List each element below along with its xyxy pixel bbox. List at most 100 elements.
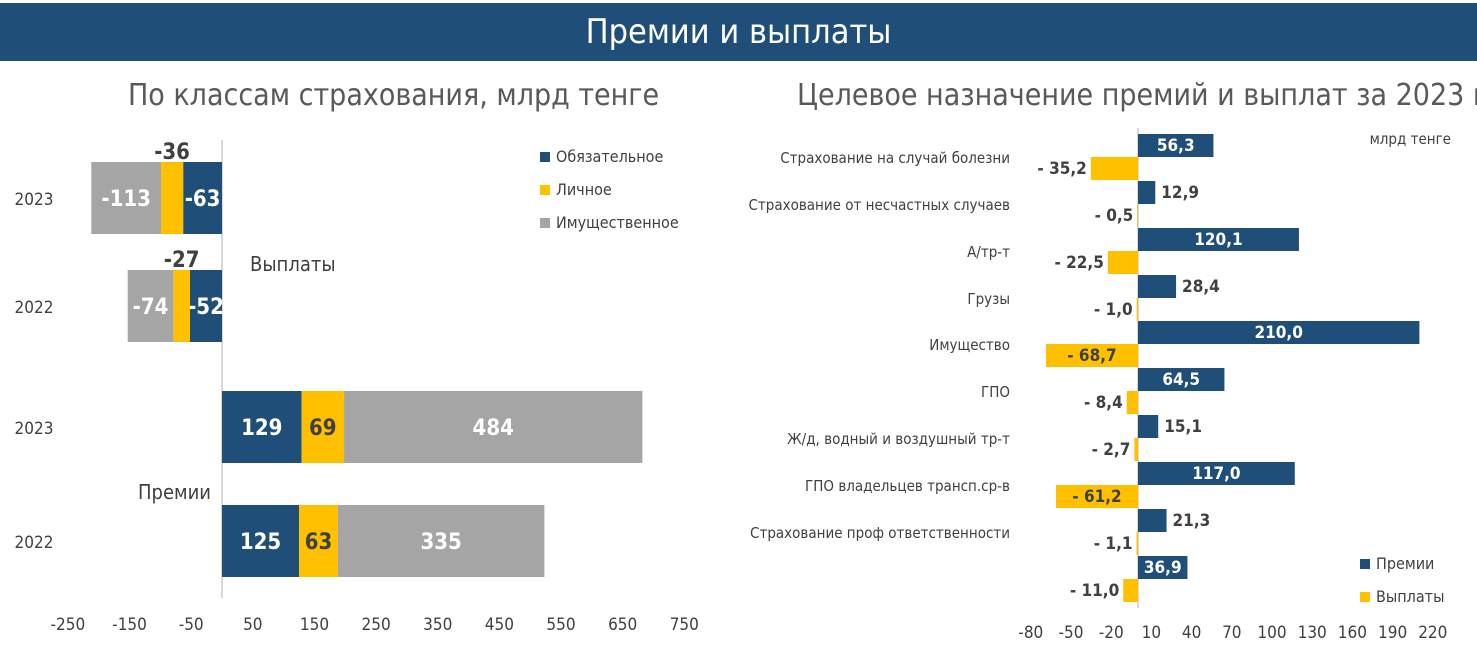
chart2-bar-payout xyxy=(1136,298,1138,321)
chart2-data-label-premium: 120,1 xyxy=(1194,230,1242,250)
chart2-bar-payout xyxy=(1090,157,1138,180)
chart2-title: Целевое назначение премий и выплат за 20… xyxy=(797,78,1477,113)
chart2-data-label-payout: - 22,5 xyxy=(1054,253,1103,273)
chart1-legend-label: Имущественное xyxy=(556,213,679,232)
chart1-bar-Обязательное xyxy=(183,162,222,234)
chart1-x-tick: 350 xyxy=(423,615,452,635)
chart1-bar-Обязательное xyxy=(189,270,222,342)
chart2-category-label: ГПО владельцев трансп.ср-в xyxy=(805,477,1010,495)
chart2-bar-payout xyxy=(1107,251,1138,274)
chart2-category-label: А/тр-т xyxy=(967,243,1010,261)
chart2-category-label: Страхование проф ответственности xyxy=(750,524,1010,542)
chart2-data-label-payout: - 1,1 xyxy=(1094,534,1133,554)
chart1-bar-Личное xyxy=(299,505,338,577)
chart1-x-tick: -50 xyxy=(179,615,204,635)
chart2-category-label: Имущество xyxy=(929,336,1010,354)
chart1-bar-Обязательное xyxy=(222,505,300,577)
chart1-bar-Личное xyxy=(160,162,184,234)
chart2-bar-premium xyxy=(1138,134,1214,157)
chart2-bar-premium xyxy=(1138,462,1295,485)
chart2-x-tick: 40 xyxy=(1182,623,1201,643)
chart2-bar-premium xyxy=(1138,556,1188,579)
chart2-unit-label: млрд тенге xyxy=(1370,130,1451,148)
chart1-x-tick: 150 xyxy=(300,615,329,635)
chart2-bar-payout xyxy=(1045,344,1138,367)
chart2-data-label-premium: 210,0 xyxy=(1255,323,1303,343)
chart1-data-label: -113 xyxy=(101,187,151,212)
chart1-data-label: -63 xyxy=(185,187,221,212)
chart2-category-label: Страхование на случай болезни xyxy=(780,149,1010,167)
chart1-group-label-payouts: Выплаты xyxy=(250,252,336,276)
title-banner xyxy=(0,3,1477,61)
chart1-data-label: 484 xyxy=(473,416,514,441)
chart2-data-label-premium: 28,4 xyxy=(1182,277,1220,297)
chart1-bar-Имущественное xyxy=(91,162,161,234)
chart2-category-label: Страхование от несчастных случаев xyxy=(748,196,1010,214)
chart2-legend-swatch xyxy=(1360,592,1370,602)
chart1-x-tick: 750 xyxy=(670,615,699,635)
chart2-bar-premium xyxy=(1138,509,1167,532)
chart2-data-label-payout: - 8,4 xyxy=(1084,393,1123,413)
chart2-legend-label: Премии xyxy=(1376,554,1434,573)
chart1-title: По классам страхования, млрд тенге xyxy=(128,78,660,113)
chart2-bar-payout xyxy=(1136,532,1138,555)
chart2-category-label: Грузы xyxy=(967,290,1010,308)
chart2-bar-premium xyxy=(1138,368,1225,391)
chart2-x-tick: -20 xyxy=(1099,623,1124,643)
chart2-data-label-premium: 56,3 xyxy=(1157,136,1195,156)
chart1-data-label: 335 xyxy=(420,530,461,555)
chart1-x-tick: 650 xyxy=(608,615,637,635)
chart1-bar-Имущественное xyxy=(337,505,545,577)
chart2-bar-payout xyxy=(1055,485,1138,508)
chart2-data-label-payout: - 11,0 xyxy=(1070,581,1119,601)
chart2-bar-payout xyxy=(1137,204,1138,227)
chart1-x-tick: 250 xyxy=(362,615,391,635)
chart2-data-label-premium: 12,9 xyxy=(1161,183,1199,203)
chart1-x-tick: 550 xyxy=(546,615,575,635)
chart1-bar-Имущественное xyxy=(127,270,174,342)
chart1-x-tick: 50 xyxy=(243,615,262,635)
chart2-bar-premium xyxy=(1138,415,1159,438)
chart2-category-label: Ж/д, водный и воздушный тр-т xyxy=(787,430,1010,448)
chart2-bar-premium xyxy=(1138,228,1299,251)
chart2-data-label-premium: 36,9 xyxy=(1144,558,1182,578)
insurance-class-chart: 2023 -63 -36-113 2022 -52 -27 -74 2023 129 69 484 2… xyxy=(15,140,699,635)
chart2-data-label-payout: - 35,2 xyxy=(1037,159,1086,179)
chart2-x-tick: 160 xyxy=(1338,623,1367,643)
chart1-x-tick: -250 xyxy=(51,615,86,635)
chart2-data-label-payout: - 68,7 xyxy=(1067,346,1116,366)
chart1-group-label-premiums: Премии xyxy=(138,480,211,504)
chart1-data-label: 125 xyxy=(240,530,281,555)
chart1-data-label: -74 xyxy=(133,295,169,320)
chart1-data-label: -36 xyxy=(154,140,190,165)
chart2-bar-payout xyxy=(1126,391,1138,414)
chart2-x-tick: 70 xyxy=(1222,623,1241,643)
chart2-x-tick: 190 xyxy=(1378,623,1407,643)
chart1-bar-Личное xyxy=(173,270,190,342)
chart1-legend-label: Личное xyxy=(556,180,612,199)
chart2-data-label-payout: - 61,2 xyxy=(1072,487,1121,507)
chart2-category-label: ГПО xyxy=(981,383,1010,401)
chart2-bar-payout xyxy=(1134,438,1138,461)
chart1-bar-Обязательное xyxy=(222,391,302,463)
chart2-x-tick: 130 xyxy=(1298,623,1327,643)
chart2-x-tick: -50 xyxy=(1059,623,1084,643)
chart2-x-tick: 10 xyxy=(1142,623,1161,643)
page-title: Премии и выплаты xyxy=(585,12,892,52)
chart1-legend-swatch xyxy=(540,185,550,195)
chart1-bar-Имущественное xyxy=(344,391,643,463)
chart1-category-label: 2023 xyxy=(15,190,54,210)
chart1-x-tick: -150 xyxy=(112,615,147,635)
chart1-data-label: 69 xyxy=(309,416,337,441)
chart1-bar-Личное xyxy=(301,391,345,463)
chart2-bar-premium xyxy=(1138,321,1420,344)
chart1-data-label: -52 xyxy=(188,295,224,320)
chart2-legend-label: Выплаты xyxy=(1376,587,1444,606)
chart1-x-tick: 450 xyxy=(485,615,514,635)
chart1-category-label: 2023 xyxy=(15,419,54,439)
chart2-bar-premium xyxy=(1138,181,1156,204)
chart2-data-label-payout: - 2,7 xyxy=(1092,440,1131,460)
chart2-x-tick: -80 xyxy=(1018,623,1043,643)
chart2-bar-payout xyxy=(1123,579,1138,602)
